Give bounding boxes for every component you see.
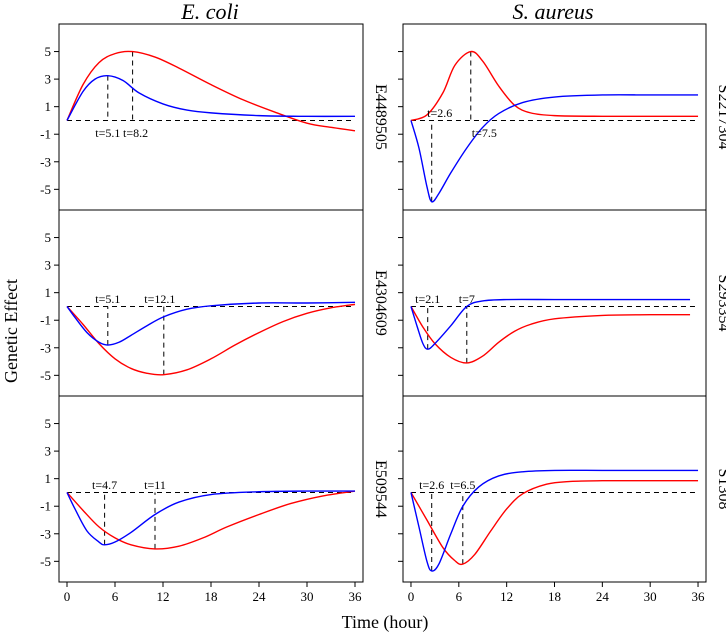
series-line-blue: [410, 298, 691, 350]
y-tick-label: -3: [40, 526, 51, 541]
series-line-red: [66, 303, 356, 376]
peak-time-label: t=11: [144, 478, 166, 492]
x-tick-label: 36: [349, 589, 363, 604]
peak-time-label: t=2.6: [419, 478, 444, 492]
peak-time-label: t=8.2: [123, 126, 148, 140]
y-tick-label: 3: [45, 72, 52, 87]
panel-E4489505: 5 3 1 -1 -3 -5 t=5.1 t=8.2 E4489505: [40, 23, 389, 211]
series-line-red: [410, 479, 699, 566]
column-title-ecoli: E. coli: [180, 0, 238, 24]
peak-time-label: t=12.1: [144, 292, 175, 306]
peak-time-label: t=6.5: [450, 478, 475, 492]
x-tick-label: 6: [112, 589, 119, 604]
x-tick-label: 12: [500, 589, 513, 604]
series-line-red: [410, 50, 699, 122]
y-tick-label: -5: [40, 554, 51, 569]
peak-time-label: t=7.5: [472, 126, 497, 140]
gene-label: E4304609: [372, 270, 389, 336]
y-axis-title: Genetic Effect: [1, 279, 21, 383]
series-line-blue: [410, 94, 699, 203]
y-tick-label: -1: [40, 499, 51, 514]
y-tick-label: 5: [45, 416, 52, 431]
panel-S1308: 0 6 12 18 24 30 36 t=2.6 t=6.5 S1308: [398, 395, 726, 604]
series-line-blue: [66, 301, 356, 346]
x-tick-label: 6: [456, 589, 463, 604]
series-line-red: [66, 50, 356, 132]
panel-E509544: 5 3 1 -1 -3 -5 0 6 12 18 24 30 36 t=4.7 t=11 E509544: [40, 395, 389, 604]
peak-time-label: t=5.1: [95, 126, 120, 140]
y-tick-label: 5: [45, 44, 52, 59]
y-tick-label: 5: [45, 230, 52, 245]
panel-S2217304: t=2.6 t=7.5 S2217304: [398, 23, 726, 211]
peak-time-label: t=7: [459, 292, 475, 306]
y-tick-label: -3: [40, 154, 51, 169]
x-tick-label: 18: [205, 589, 218, 604]
x-tick-label: 30: [644, 589, 657, 604]
series-line-red: [66, 490, 356, 550]
y-tick-label: -5: [40, 368, 51, 383]
y-tick-label: 1: [45, 285, 52, 300]
gene-label: E4489505: [372, 84, 389, 150]
y-tick-label: -3: [40, 340, 51, 355]
x-tick-label: 12: [157, 589, 170, 604]
panel-frame: [402, 209, 707, 397]
series-line-red: [410, 306, 691, 364]
x-axis-title: Time (hour): [342, 612, 429, 633]
series-line-blue: [66, 490, 356, 546]
y-tick-label: -1: [40, 313, 51, 328]
y-tick-label: 1: [45, 471, 52, 486]
y-tick-label: 1: [45, 99, 52, 114]
y-tick-label: 3: [45, 444, 52, 459]
peak-time-label: t=2.1: [415, 292, 440, 306]
y-tick-label: -1: [40, 127, 51, 142]
y-tick-label: -5: [40, 182, 51, 197]
gene-label: E509544: [372, 460, 389, 518]
series-line-blue: [410, 469, 699, 572]
gene-label: S1308: [715, 469, 726, 510]
panel-S293354: t=2.1 t=7 S293354: [398, 209, 726, 397]
x-tick-label: 30: [301, 589, 314, 604]
x-tick-label: 0: [408, 589, 415, 604]
panel-grid: 531-1-3-5t=5.1 t=8.2 E4489505 t=2.6t=7.5 S22…: [40, 23, 726, 604]
x-tick-label: 0: [64, 589, 71, 604]
x-tick-label: 24: [253, 589, 267, 604]
peak-time-label: t=4.7: [92, 478, 117, 492]
column-title-saureus: S. aureus: [512, 0, 593, 24]
x-tick-label: 24: [596, 589, 610, 604]
peak-time-label: t=5.1: [95, 292, 120, 306]
gene-label: S293354: [715, 275, 726, 332]
y-tick-label: 3: [45, 258, 52, 273]
panel-E4304609: 5 3 1 -1 -3 -5 t=5.1 t=12.1 E4304609: [40, 209, 389, 397]
peak-time-label: t=2.6: [427, 106, 452, 120]
gene-label: S2217304: [715, 85, 726, 150]
series-line-blue: [66, 74, 356, 121]
x-tick-label: 18: [548, 589, 561, 604]
x-tick-label: 36: [692, 589, 706, 604]
